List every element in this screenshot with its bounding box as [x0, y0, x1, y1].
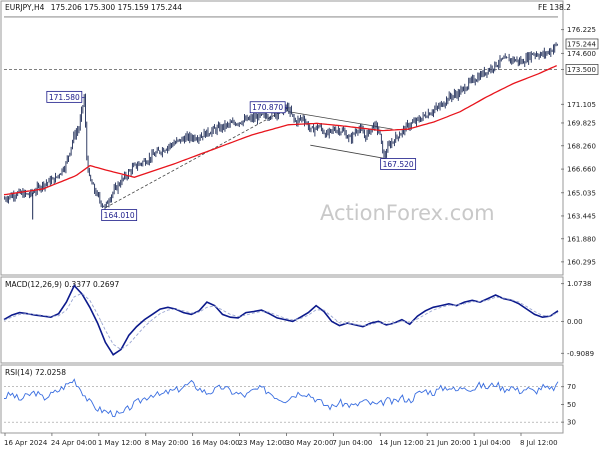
price-y-label: 174.600 [567, 50, 596, 58]
x-tick-label: 23 May 12:00 [239, 439, 287, 447]
macd-y-label: 0.00 [567, 318, 583, 326]
rsi-line [3, 378, 559, 418]
price-panel-title: EURJPY,H4 175.206 175.300 175.159 175.24… [5, 3, 182, 12]
x-tick-label: 1 May 12:00 [98, 439, 142, 447]
annotation-box [249, 101, 286, 114]
annotation-box [46, 90, 83, 103]
price-y-label: 163.445 [567, 212, 596, 220]
x-tick-label: 8 May 20:00 [145, 439, 189, 447]
x-tick-label: 8 Jul 12:00 [520, 439, 558, 447]
trendline [310, 144, 393, 161]
rsi-y-label: 50 [567, 401, 576, 409]
price-y-label: 166.660 [567, 166, 596, 174]
annotation-label: 167.520 [383, 160, 414, 169]
macd-series [3, 284, 559, 356]
x-tick-label: 14 Jun 12:00 [379, 439, 423, 447]
x-axis-labels: 16 Apr 2024 24 Apr 04:00 1 May 12:00 8 May … [4, 433, 558, 447]
candlestick-series [4, 42, 558, 220]
macd-y-label: -0.9089 [567, 350, 594, 358]
trendline [288, 111, 393, 130]
price-y-label: 160.295 [567, 258, 596, 266]
ema-line [3, 65, 557, 196]
x-tick-label: 7 Jun 04:00 [332, 439, 372, 447]
ohlc-label: 175.206 175.300 175.159 175.244 [51, 3, 182, 12]
price-tag-label: 175.244 [567, 40, 596, 48]
x-tick-label: 30 May 20:00 [285, 439, 333, 447]
x-tick-label: 16 May 04:00 [192, 439, 240, 447]
macd-panel-frame [0, 276, 564, 364]
level-tag-box [565, 64, 599, 75]
fe-label: FE 138.2 [538, 3, 571, 12]
price-y-label: 171.105 [567, 101, 596, 109]
macd-y-label: 1.0738 [567, 280, 592, 288]
price-y-label: 161.880 [567, 235, 596, 243]
annotation-label: 164.010 [104, 211, 135, 220]
annotation-label: 171.580 [49, 93, 80, 102]
rsi-panel-title: RSI(14) 72.0258 [5, 368, 66, 377]
x-tick-label: 1 Jul 04:00 [473, 439, 511, 447]
rsi-y-label: 70 [567, 383, 576, 391]
price-panel-frame [0, 0, 564, 276]
rsi-y-label: 30 [567, 419, 576, 427]
price-y-label: 168.260 [567, 142, 596, 150]
grid-lines [4, 16, 558, 70]
price-y-label: 169.825 [567, 119, 596, 127]
price-y-label: 165.035 [567, 189, 596, 197]
symbol-label: EURJPY,H4 [5, 3, 45, 12]
x-tick-label: 24 Apr 04:00 [51, 439, 97, 447]
y-axis-labels: 176.225 174.600 173.500 171.105 169.825 168.2… [561, 26, 599, 427]
price-tag-box [565, 38, 599, 50]
annotation-box [380, 158, 417, 170]
trendline [105, 107, 289, 208]
macd-line [3, 284, 559, 356]
trendlines [105, 107, 393, 208]
x-tick-label: 21 Jun 20:00 [426, 439, 470, 447]
ema-path [3, 65, 557, 196]
rsi-panel-frame [0, 364, 564, 434]
price-y-label: 176.225 [567, 26, 596, 34]
macd-signal-line [3, 292, 559, 351]
annotation-label: 170.870 [252, 103, 283, 112]
x-tick-label: 16 Apr 2024 [4, 439, 48, 447]
rsi-series [3, 378, 559, 423]
price-y-label: 173.500 [567, 66, 596, 74]
macd-panel-title: MACD(12,26,9) 0.3377 0.2697 [5, 280, 119, 289]
watermark: ActionForex.com [320, 201, 495, 225]
price-annotations: 171.580 164.010 170.870 167.520 [46, 90, 417, 221]
annotation-box [101, 209, 138, 221]
